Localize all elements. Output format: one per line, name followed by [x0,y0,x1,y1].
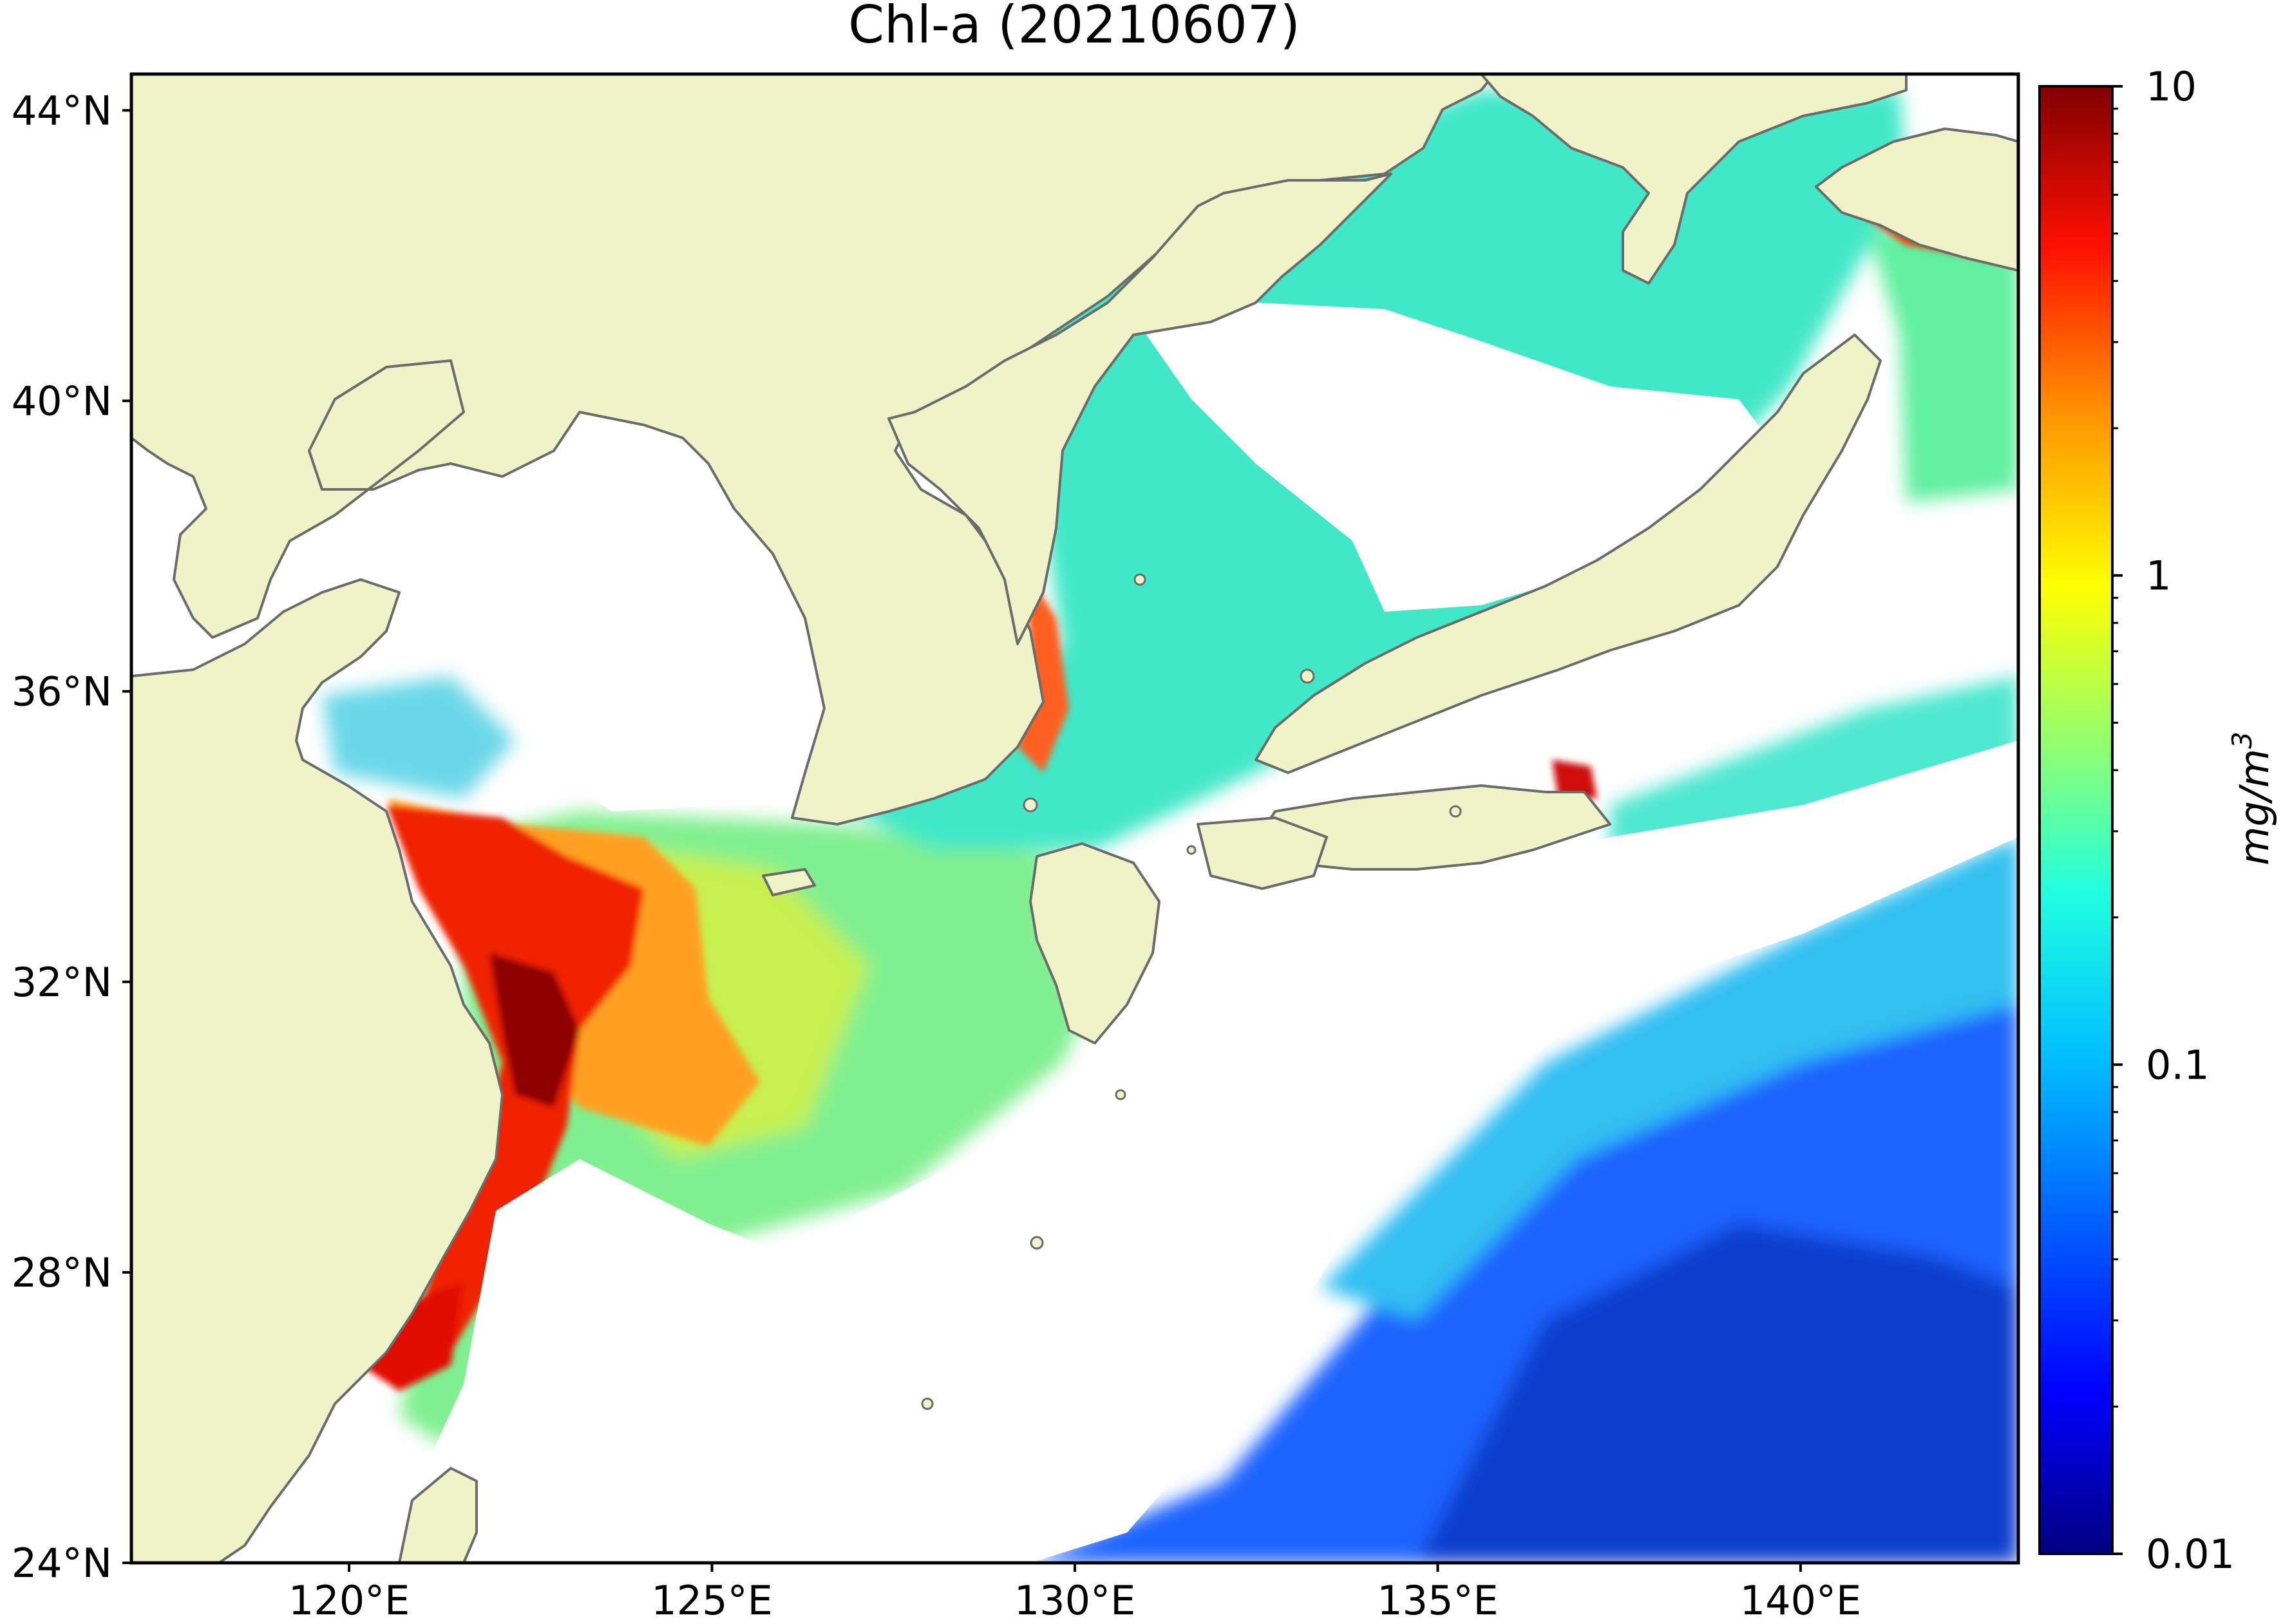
cloud-gaps [419,303,2018,1563]
lat-tick-label: 32°N [12,959,112,1006]
cloud-south-east-china-sea [419,1159,837,1563]
sakhalin-coast [1480,74,1908,285]
pacific-darker-region [1417,1223,2018,1563]
colorbar-tick-label: 0.1 [2146,1041,2210,1088]
jeju-island [762,868,816,896]
lat-tick-label: 36°N [12,668,112,715]
island-2 [1133,573,1146,586]
taiwan [398,1467,478,1563]
colorbar-gradient [2038,85,2114,1555]
colorbar-label-base: mg/m [2231,749,2278,865]
colorbar-ticks: 10 1 0.1 0.01 [2112,63,2235,1578]
korean-peninsula [887,173,1392,645]
small-islands [921,573,1462,1410]
honshu [1255,334,1882,774]
lon-tick-label: 120°E [289,1577,410,1624]
colorbar-tick-label: 10 [2146,63,2197,110]
lat-tick-label: 24°N [12,1540,112,1587]
colorbar-label: mg/m3 [2226,732,2278,865]
latitude-axis: 44°N 40°N 36°N 32°N 28°N 24°N [12,87,131,1587]
asian-mainland [131,74,1495,1563]
zhejiang-coast-red [361,1281,464,1391]
island-3 [1300,668,1315,684]
lat-tick-label: 40°N [12,378,112,425]
east-japan-green [1868,212,2018,502]
colorbar: 10 1 0.1 0.01 mg/m3 [2038,63,2278,1578]
island-1 [1023,797,1038,813]
island-6 [921,1397,934,1410]
island-8 [1186,845,1197,855]
cloud-yellow-sea [489,547,837,811]
shikoku [1197,817,1328,890]
cloud-sea-of-japan [1146,303,1777,612]
lon-tick-label: 135°E [1377,1577,1499,1624]
hokkaido [1815,127,2018,272]
map-title: Chl-a (20210607) [848,0,1300,55]
lat-tick-label: 28°N [12,1249,112,1296]
land-areas [131,74,2018,1563]
lon-tick-label: 130°E [1014,1577,1136,1624]
pacific-cyan-patches [1320,837,2018,1320]
lat-tick-label: 44°N [12,87,112,134]
cloud-pacific-band [837,741,2018,1563]
map-panel [131,74,2018,1563]
colorbar-tick-label: 0.01 [2146,1531,2235,1578]
yangtze-core-darkred [489,953,580,1108]
colorbar-label-superscript: 3 [2226,732,2258,749]
kyushu [1029,842,1160,1044]
longitude-axis: 120°E 125°E 130°E 135°E 140°E [289,1563,1861,1624]
island-7 [1449,805,1462,818]
island-5 [1115,1089,1126,1100]
osaka-bay-red [1552,760,1597,798]
colorbar-tick-label: 1 [2146,552,2171,600]
lon-tick-label: 125°E [651,1577,773,1624]
lon-tick-label: 140°E [1740,1577,1862,1624]
island-4 [1030,1236,1044,1250]
north-yellow-sea-patch [322,676,515,798]
